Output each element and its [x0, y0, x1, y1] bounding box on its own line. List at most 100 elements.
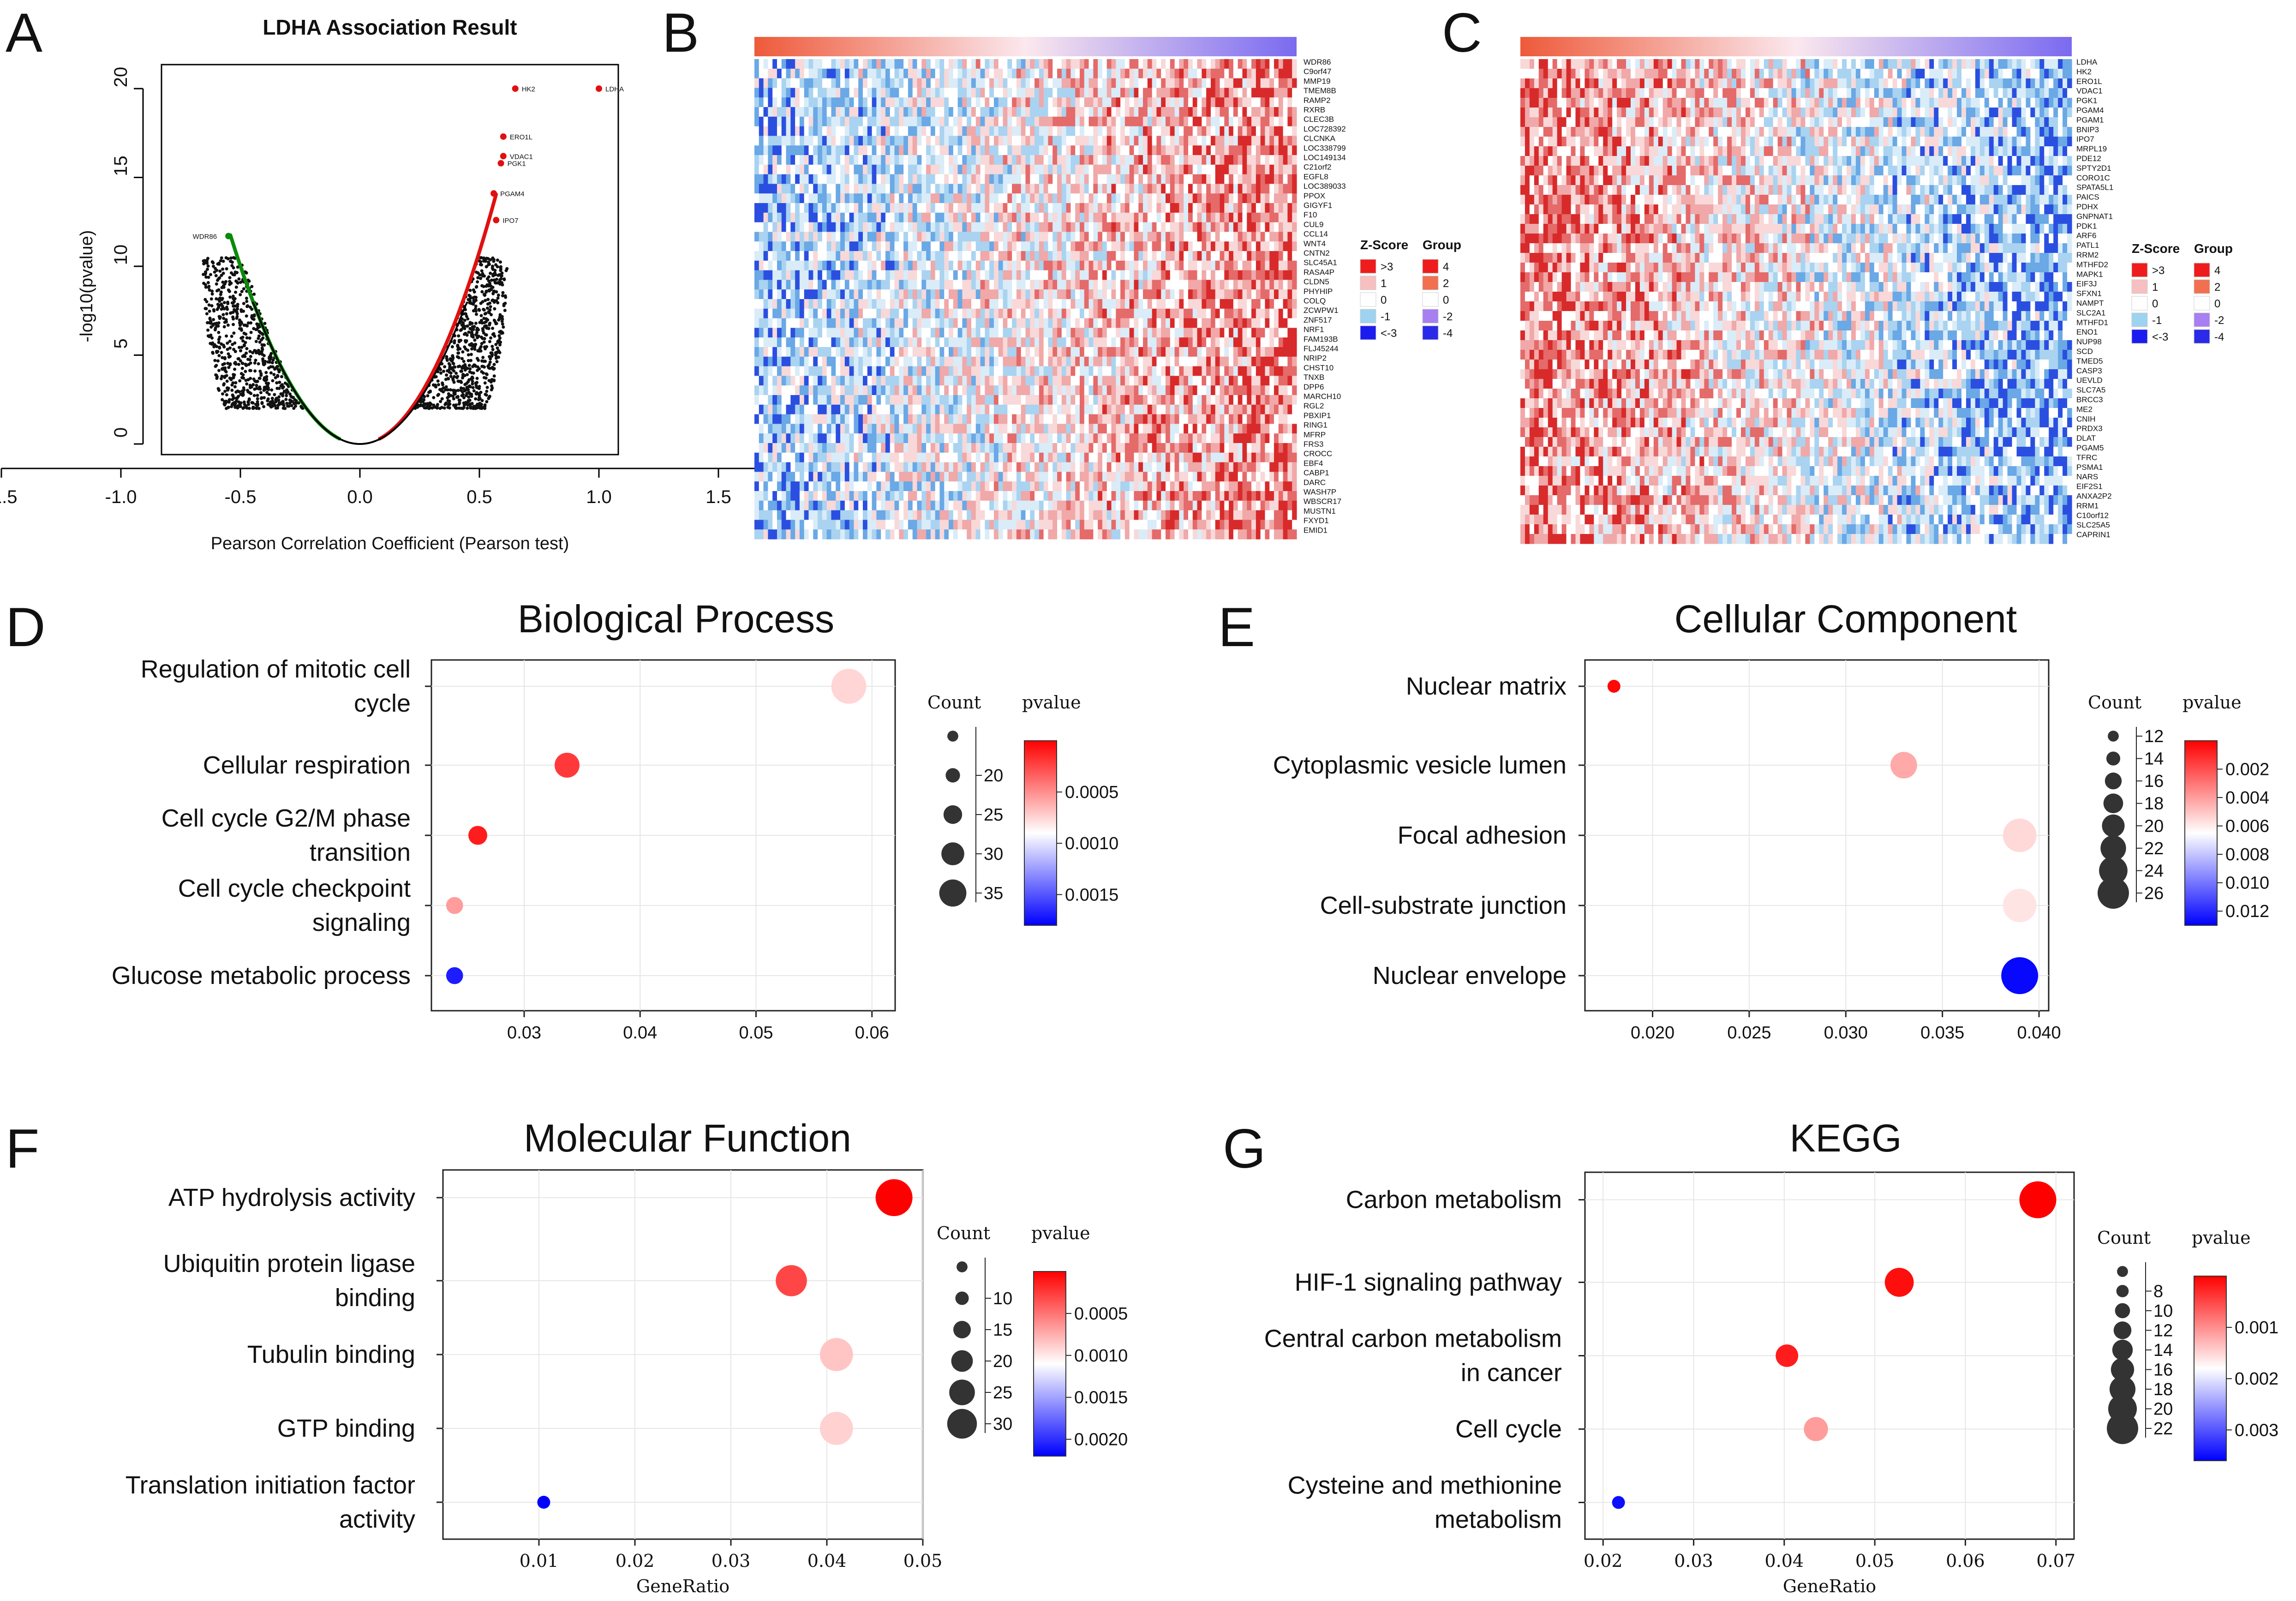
heatmap-cell — [1229, 88, 1234, 98]
heatmap-cell — [967, 222, 972, 232]
heatmap-cell — [1106, 145, 1112, 156]
heatmap-cell — [1156, 68, 1161, 79]
heatmap-cell — [772, 78, 777, 88]
panel-a-gene-point — [221, 267, 225, 271]
heatmap-cell — [1251, 164, 1256, 175]
panel-a-gene-point — [247, 398, 251, 402]
heatmap-cell — [1152, 136, 1157, 146]
heatmap-cell — [1242, 203, 1247, 213]
heatmap-cell — [1247, 164, 1252, 175]
heatmap-cell — [894, 289, 899, 300]
heatmap-cell — [989, 222, 994, 232]
heatmap-cell — [953, 59, 958, 69]
heatmap-cell — [1070, 155, 1076, 165]
panel-a-gene-point — [225, 312, 228, 316]
panel-a-gene-point — [478, 402, 482, 405]
panel-a-gene-point — [284, 398, 288, 402]
panel-a-gene-point — [228, 276, 232, 280]
panel-a-x-tick-label: -1.0 — [105, 487, 137, 507]
heatmap-cell — [921, 88, 927, 98]
heatmap-cell — [768, 251, 773, 261]
heatmap-cell — [1224, 270, 1229, 280]
heatmap-cell — [1061, 280, 1067, 290]
heatmap-cell — [1088, 78, 1094, 88]
panel-a-gene-point — [489, 271, 492, 275]
heatmap-cell — [926, 241, 931, 252]
panel-a-axes: -1.5-1.0-0.50.00.51.01.52.005101520 — [0, 67, 851, 507]
panel-a-gene-point — [251, 401, 255, 405]
heatmap-cell — [989, 289, 994, 300]
heatmap-cell — [975, 145, 981, 156]
heatmap-cell — [763, 251, 768, 261]
heatmap-cell — [1030, 164, 1035, 175]
heatmap-cell — [1134, 107, 1139, 117]
heatmap-cell — [1138, 184, 1143, 194]
heatmap-cell — [908, 116, 913, 127]
heatmap-cell — [1030, 97, 1035, 108]
heatmap-cell — [831, 232, 836, 242]
heatmap-cell — [962, 68, 967, 79]
heatmap-cell — [1242, 232, 1247, 242]
heatmap-cell — [971, 155, 976, 165]
heatmap-cell — [1061, 270, 1067, 280]
heatmap-cell — [912, 97, 918, 108]
heatmap-cell — [876, 212, 881, 223]
heatmap-cell — [1188, 59, 1193, 69]
heatmap-cell — [998, 270, 1004, 280]
heatmap-cell — [836, 184, 841, 194]
heatmap-cell — [967, 260, 972, 271]
heatmap-cell — [917, 203, 922, 213]
heatmap-cell — [1134, 126, 1139, 136]
heatmap-cell — [1075, 232, 1080, 242]
heatmap-cell — [921, 232, 927, 242]
heatmap-cell — [894, 270, 899, 280]
heatmap-cell — [831, 270, 836, 280]
heatmap-cell — [1116, 174, 1121, 184]
panel-a-gene-point — [225, 334, 228, 338]
heatmap-cell — [1016, 116, 1022, 127]
heatmap-cell — [1143, 68, 1148, 79]
heatmap-cell — [894, 136, 899, 146]
heatmap-cell — [818, 299, 823, 309]
panel-a-gene-point — [238, 318, 241, 322]
heatmap-cell — [935, 260, 940, 271]
panel-a-gene-point — [225, 407, 228, 410]
heatmap-cell — [903, 97, 909, 108]
heatmap-cell — [836, 107, 841, 117]
heatmap-cell — [930, 68, 936, 79]
heatmap-cell — [1066, 68, 1071, 79]
heatmap-cell — [903, 241, 909, 252]
heatmap-cell — [1124, 184, 1130, 194]
heatmap-cell — [1210, 212, 1216, 223]
heatmap-cell — [1170, 88, 1175, 98]
heatmap-cell — [912, 155, 918, 165]
heatmap-cell — [1247, 107, 1252, 117]
panel-a-gene-point — [468, 288, 472, 292]
heatmap-cell — [804, 299, 809, 309]
heatmap-cell — [849, 68, 855, 79]
heatmap-cell — [1229, 212, 1234, 223]
heatmap-cell — [1003, 289, 1008, 300]
heatmap-cell — [1292, 59, 1297, 69]
heatmap-cell — [1156, 88, 1161, 98]
panel-a-top-gene-point — [500, 133, 507, 140]
heatmap-cell — [1088, 280, 1094, 290]
heatmap-cell — [818, 78, 823, 88]
heatmap-cell — [1287, 164, 1292, 175]
panel-a-gene-point — [449, 371, 453, 375]
panel-a-gene-point — [260, 353, 264, 356]
heatmap-cell — [786, 270, 791, 280]
heatmap-cell — [1007, 164, 1012, 175]
heatmap-cell — [1278, 251, 1284, 261]
heatmap-cell — [1012, 145, 1017, 156]
heatmap-cell — [949, 299, 954, 309]
heatmap-cell — [1247, 88, 1252, 98]
panel-a-gene-point — [238, 390, 241, 394]
heatmap-cell — [1021, 68, 1026, 79]
panel-a-gene-point — [256, 394, 259, 397]
heatmap-cell — [980, 299, 985, 309]
heatmap-cell — [957, 78, 963, 88]
heatmap-cell — [1052, 174, 1058, 184]
heatmap-cell — [1238, 164, 1243, 175]
heatmap-cell — [998, 222, 1004, 232]
